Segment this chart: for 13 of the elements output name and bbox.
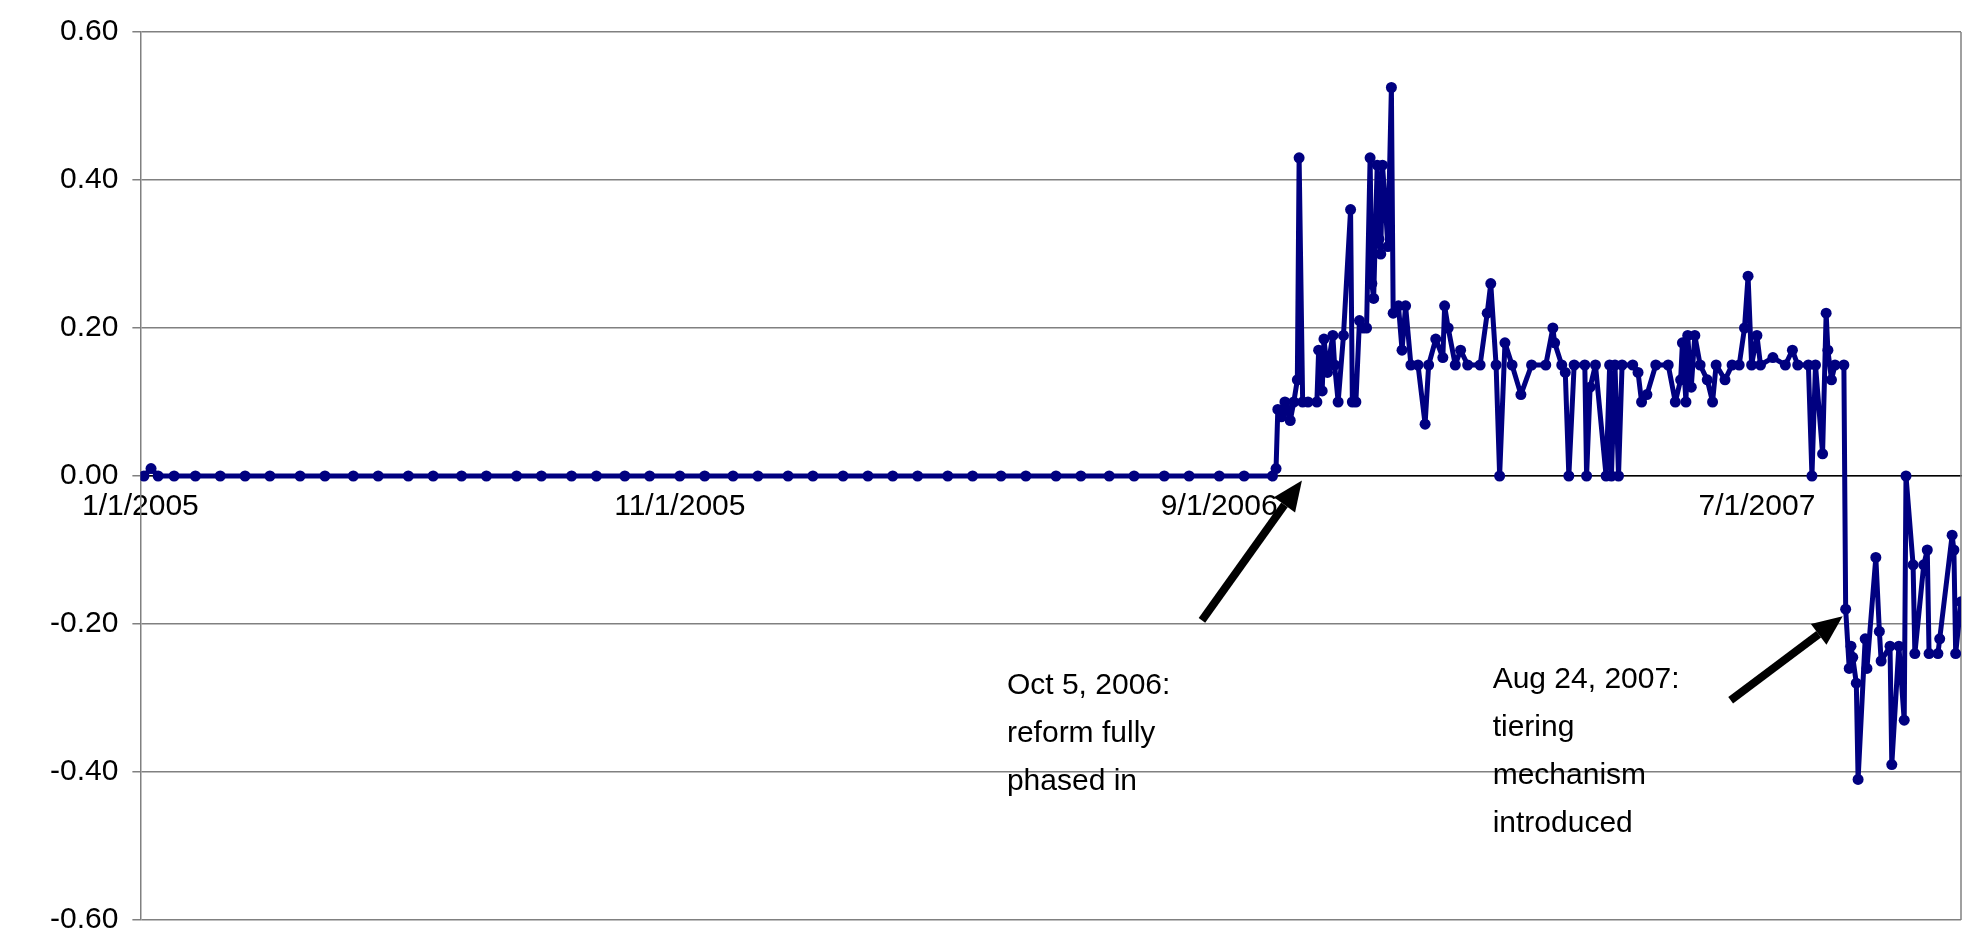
x-tick-label: 11/1/2005 (614, 488, 746, 522)
x-tick-label: 7/1/2007 (1698, 488, 1816, 522)
y-tick-label: -0.20 (49, 605, 119, 639)
y-tick-label: -0.60 (49, 901, 119, 935)
annotation: Aug 24, 2007: tiering mechanism introduced (1492, 661, 1680, 839)
y-tick-label: 0.00 (59, 457, 119, 491)
y-tick-label: 0.60 (59, 13, 119, 47)
y-tick-label: 0.40 (59, 161, 119, 195)
y-tick-label: -0.40 (49, 753, 119, 787)
x-tick-label: 9/1/2006 (1160, 488, 1278, 522)
annotation: Oct 5, 2006: reform fully phased in (1006, 667, 1171, 797)
x-tick-label: 1/1/2005 (81, 488, 199, 522)
y-tick-label: 0.20 (59, 309, 119, 343)
